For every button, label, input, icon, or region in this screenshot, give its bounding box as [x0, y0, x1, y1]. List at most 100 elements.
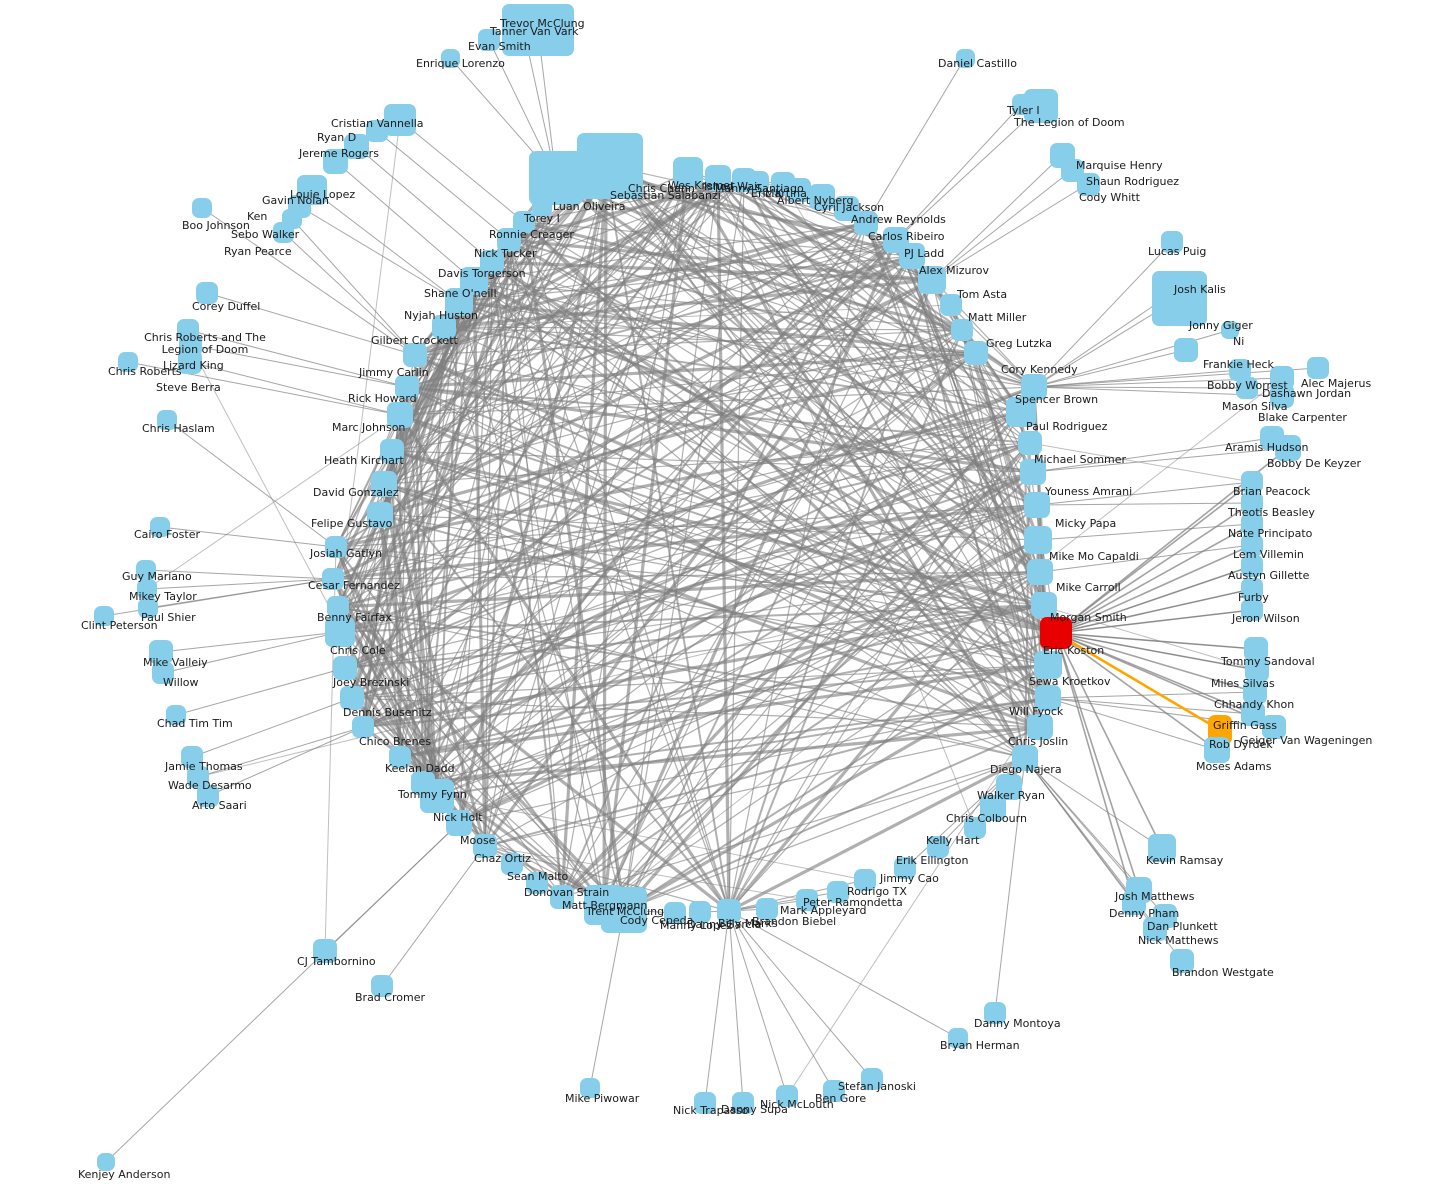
graph-node[interactable]: [387, 402, 413, 428]
graph-node[interactable]: [322, 568, 344, 590]
graph-node[interactable]: [823, 1080, 845, 1102]
graph-node[interactable]: [796, 889, 818, 911]
graph-node[interactable]: [325, 617, 355, 647]
graph-node[interactable]: [787, 178, 811, 202]
graph-node[interactable]: [1034, 651, 1062, 679]
graph-node[interactable]: [1241, 599, 1263, 621]
graph-node[interactable]: [352, 716, 374, 738]
graph-node[interactable]: [1236, 377, 1258, 399]
graph-node[interactable]: [951, 319, 973, 341]
graph-node[interactable]: [513, 211, 535, 233]
graph-node[interactable]: [1241, 513, 1263, 535]
graph-node[interactable]: [809, 184, 835, 210]
graph-node[interactable]: [94, 606, 114, 626]
graph-node[interactable]: [984, 1002, 1006, 1024]
graph-node[interactable]: [333, 656, 357, 680]
graph-node[interactable]: [1151, 270, 1207, 326]
graph-node[interactable]: [980, 795, 1006, 821]
graph-node[interactable]: [1020, 459, 1046, 485]
graph-node[interactable]: [664, 902, 686, 924]
graph-node[interactable]: [1241, 702, 1265, 726]
graph-node[interactable]: [1035, 685, 1061, 711]
graph-node[interactable]: [756, 898, 778, 920]
graph-node[interactable]: [478, 29, 500, 51]
graph-node[interactable]: [1241, 534, 1263, 556]
graph-node[interactable]: [529, 151, 583, 205]
graph-node[interactable]: [136, 560, 156, 580]
graph-node[interactable]: [187, 766, 209, 788]
graph-node[interactable]: [1241, 578, 1263, 600]
graph-node[interactable]: [1204, 737, 1230, 763]
graph-node[interactable]: [149, 640, 173, 664]
graph-node[interactable]: [446, 810, 472, 836]
graph-node[interactable]: [502, 4, 574, 56]
graph-node[interactable]: [1170, 949, 1194, 973]
graph-node[interactable]: [747, 171, 769, 193]
graph-node[interactable]: [395, 375, 419, 399]
graph-node[interactable]: [1040, 617, 1072, 649]
graph-node[interactable]: [955, 48, 975, 68]
graph-node[interactable]: [501, 853, 523, 875]
graph-node[interactable]: [550, 885, 574, 909]
graph-node[interactable]: [827, 881, 849, 903]
graph-node[interactable]: [1221, 321, 1239, 339]
graph-node[interactable]: [322, 148, 348, 174]
graph-node[interactable]: [579, 145, 633, 199]
graph-node[interactable]: [178, 350, 202, 374]
graph-node[interactable]: [1024, 492, 1050, 518]
graph-node[interactable]: [1241, 555, 1263, 577]
graph-node[interactable]: [118, 352, 138, 372]
graph-node[interactable]: [440, 48, 460, 68]
graph-node[interactable]: [689, 901, 711, 923]
graph-node[interactable]: [343, 133, 369, 159]
graph-node[interactable]: [705, 165, 731, 191]
graph-node[interactable]: [1161, 231, 1183, 253]
graph-node[interactable]: [1027, 714, 1053, 740]
graph-node[interactable]: [197, 785, 219, 807]
graph-node[interactable]: [1241, 471, 1263, 493]
graph-node[interactable]: [1262, 715, 1286, 739]
graph-node[interactable]: [157, 410, 177, 430]
graph-node[interactable]: [717, 899, 741, 923]
graph-node[interactable]: [1076, 172, 1100, 196]
graph-node[interactable]: [1174, 338, 1198, 362]
graph-node[interactable]: [327, 596, 349, 618]
graph-node[interactable]: [384, 104, 416, 136]
graph-node[interactable]: [918, 266, 946, 294]
graph-node[interactable]: [948, 1028, 968, 1048]
graph-node[interactable]: [1143, 917, 1167, 941]
graph-node[interactable]: [432, 315, 456, 339]
graph-node[interactable]: [340, 686, 364, 710]
graph-node[interactable]: [1024, 89, 1058, 123]
graph-node[interactable]: [1024, 526, 1052, 554]
graph-node[interactable]: [854, 211, 878, 235]
graph-node[interactable]: [1148, 834, 1176, 862]
graph-node[interactable]: [854, 869, 876, 891]
graph-node[interactable]: [196, 282, 218, 304]
graph-node[interactable]: [371, 471, 397, 497]
graph-node[interactable]: [732, 1092, 754, 1114]
graph-node[interactable]: [138, 598, 158, 618]
graph-node[interactable]: [1244, 637, 1268, 661]
graph-node[interactable]: [1229, 359, 1251, 381]
graph-node[interactable]: [1006, 397, 1036, 427]
graph-node[interactable]: [580, 1078, 600, 1098]
graph-node[interactable]: [1021, 374, 1047, 400]
graph-node[interactable]: [694, 1092, 716, 1114]
graph-node[interactable]: [1122, 891, 1146, 915]
graph-node[interactable]: [473, 834, 497, 858]
graph-node[interactable]: [940, 294, 962, 316]
graph-node[interactable]: [313, 939, 337, 963]
graph-node[interactable]: [861, 1068, 883, 1090]
graph-node[interactable]: [532, 197, 552, 217]
graph-node[interactable]: [366, 120, 388, 142]
graph-node[interactable]: [899, 243, 925, 269]
graph-node[interactable]: [1307, 357, 1329, 379]
graph-node[interactable]: [514, 25, 536, 47]
graph-node[interactable]: [1018, 431, 1042, 455]
graph-node[interactable]: [894, 857, 916, 879]
graph-node[interactable]: [97, 1153, 115, 1171]
graph-node[interactable]: [445, 288, 473, 316]
graph-node[interactable]: [1012, 745, 1038, 771]
graph-node[interactable]: [192, 198, 212, 218]
